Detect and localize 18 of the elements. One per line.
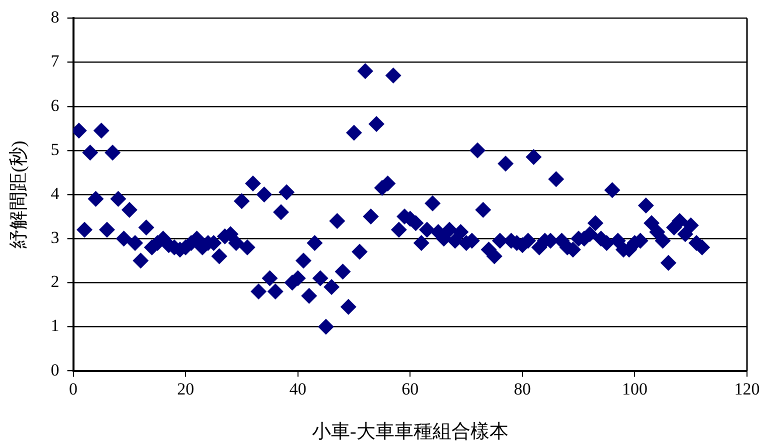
x-tick-label: 60 — [402, 379, 419, 398]
x-tick-label: 80 — [514, 379, 531, 398]
y-axis-title: 紓解間距(秒) — [8, 140, 30, 248]
y-tick-label: 6 — [50, 96, 60, 115]
x-tick-label: 120 — [734, 379, 760, 398]
y-tick-label: 3 — [50, 228, 60, 248]
x-tick-label: 100 — [622, 379, 648, 398]
x-tick-label: 20 — [177, 379, 194, 398]
y-tick-label: 1 — [50, 316, 60, 336]
y-tick-label: 7 — [50, 52, 60, 71]
y-tick-label: 0 — [50, 360, 60, 380]
y-tick-label: 2 — [50, 272, 60, 292]
y-tick-label: 5 — [50, 140, 60, 159]
x-tick-label: 0 — [69, 379, 78, 398]
x-tick-label: 40 — [289, 379, 306, 398]
y-tick-label: 4 — [50, 184, 60, 203]
y-tick-label: 8 — [50, 8, 60, 27]
x-axis-title: 小車-大車車種組合樣本 — [312, 420, 508, 443]
